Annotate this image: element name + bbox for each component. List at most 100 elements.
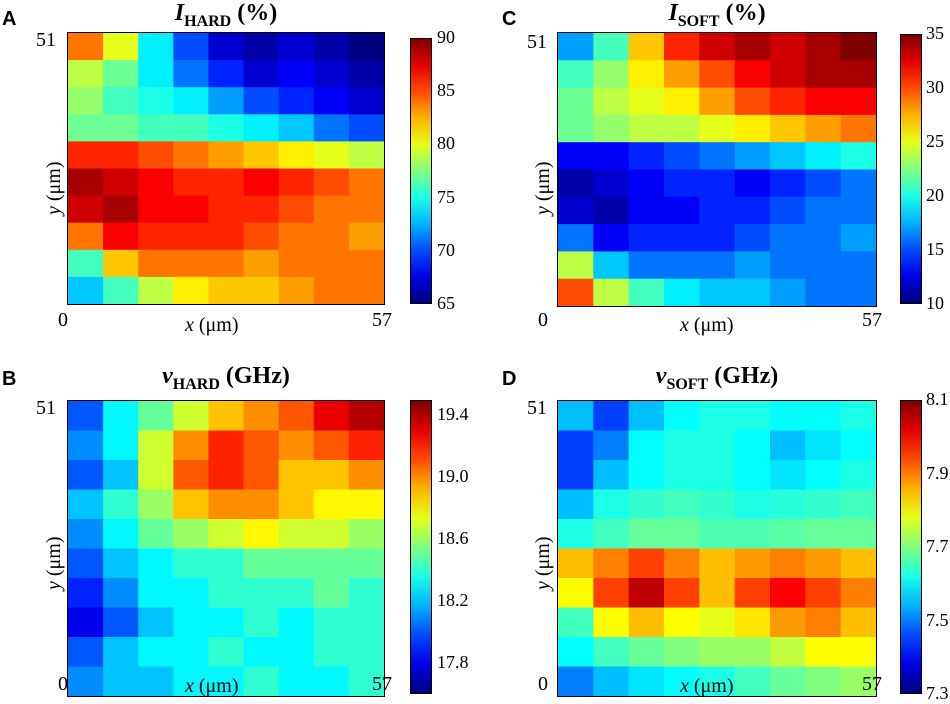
heatmap-cell [313,548,350,579]
heatmap-cell [840,33,876,61]
heatmap-cell [734,251,771,280]
heatmap-cell [770,607,806,638]
heatmap-cell [208,666,245,696]
heatmap-cell [348,489,384,520]
colorbar-tick-label: 85 [437,80,455,101]
heatmap-cell [628,87,665,116]
heatmap-cell [664,224,700,252]
heatmap-cell [770,142,806,171]
panel-letter: D [502,368,517,390]
heatmap-cell [805,224,842,252]
heatmap-cell [840,578,876,609]
heatmap-cell [699,142,736,171]
panel-letter: B [2,368,17,390]
heatmap-cell [628,607,665,638]
heatmap-cell [593,666,630,696]
heatmap-cell [699,87,736,116]
y-tick-max: 51 [527,397,547,419]
heatmap-cell [664,169,700,198]
colorbar-tick-label: 35 [926,23,944,43]
heatmap-cell [278,607,315,638]
x-tick-max: 57 [862,673,882,695]
heatmap-cell [840,224,876,252]
colorbar-tick-label: 7.3 [926,683,949,703]
heatmap-cell [348,87,384,115]
heatmap-cell [734,548,771,579]
heatmap-cell [770,169,806,198]
heatmap-cell [840,460,876,491]
heatmap-cell [348,114,384,142]
heatmap-cell [699,196,736,225]
heatmap-cell [734,224,771,252]
heatmap-cell [138,666,174,696]
y-axis-label: y (μm) [532,536,554,591]
heatmap-cell [628,548,665,579]
heatmap-cell [173,276,210,304]
heatmap-cell [348,60,384,88]
heatmap-cell [805,460,842,491]
heatmap-cell [628,430,665,461]
heatmap-cell [558,196,594,225]
x-axis-label: x (μm) [680,314,734,336]
heatmap-cell [68,168,104,197]
colorbar-tick-label: 15 [926,239,944,259]
heatmap-cell [840,401,876,432]
heatmap-cell [278,195,315,224]
heatmap-cell [558,114,594,143]
heatmap-cell [593,489,630,520]
heatmap-cell [558,637,594,668]
heatmap-cell [734,114,771,143]
heatmap-cell [208,637,245,668]
heatmap-cell [68,33,104,61]
heatmap-cell [103,489,139,520]
heatmap-cell [278,430,315,461]
heatmap-cell [68,637,104,668]
heatmap-cell [173,519,210,550]
heatmap-cell [734,460,771,491]
heatmap-cell [278,222,315,251]
heatmap-cell [805,401,842,432]
heatmap-cell [770,224,806,252]
heatmap-cell [734,578,771,609]
heatmap-cell [138,87,174,115]
heatmap-cell [138,222,174,251]
heatmap-cell [278,460,315,491]
colorbar-tick-label: 17.8 [437,652,469,673]
x-tick-min: 0 [538,673,548,695]
heatmap-cell [558,548,594,579]
heatmap-cell [840,114,876,143]
heatmap-cell [208,430,245,461]
heatmap-cell [770,114,806,143]
heatmap-cell [734,430,771,461]
heatmap-cell [243,519,280,550]
colorbar [900,400,922,694]
colorbar [410,400,432,694]
heatmap-cell [699,548,736,579]
heatmap-cell [840,548,876,579]
heatmap-cell [208,222,245,251]
heatmap-cell [313,489,350,520]
heatmap-cell [173,222,210,251]
heatmap-cell [805,196,842,225]
heatmap-cell [593,196,630,225]
heatmap-cell [103,33,139,61]
panel-title: ISOFT (%) [668,0,766,30]
heatmap-cell [664,401,700,432]
heatmap-cell [664,460,700,491]
heatmap-cell [628,489,665,520]
heatmap-cell [593,87,630,116]
heatmap-cell [593,401,630,432]
heatmap-cell [278,489,315,520]
heatmap-cell [840,142,876,171]
heatmap-cell [770,489,806,520]
heatmap-cell [68,60,104,88]
heatmap-cell [103,430,139,461]
heatmap-cell [68,666,104,696]
colorbar-tick-label: 90 [437,27,455,47]
heatmap-cell [558,60,594,89]
heatmap-cell [593,142,630,171]
heatmap-cell [313,222,350,251]
heatmap-cell [313,33,350,61]
colorbar [900,34,922,304]
heatmap-cell [628,637,665,668]
